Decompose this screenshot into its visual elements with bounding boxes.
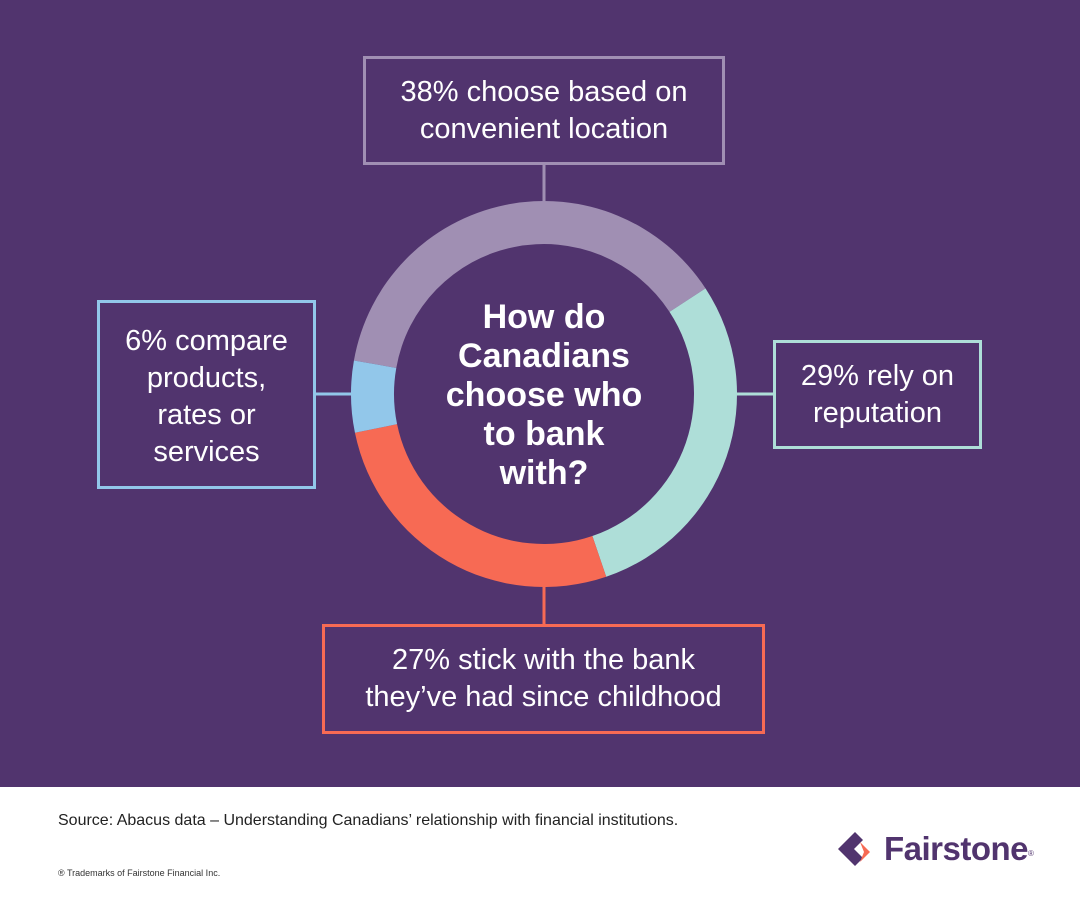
- chart-title: How do Canadians choose who to bank with…: [445, 297, 643, 492]
- segment-location: [353, 201, 706, 368]
- callout-reputation: 29% rely on reputation: [773, 340, 982, 449]
- segment-reputation: [592, 288, 737, 577]
- fairstone-diamond-icon: [838, 832, 870, 866]
- registered-mark: ®: [1028, 848, 1034, 858]
- fairstone-logo: Fairstone ®: [836, 828, 1034, 870]
- donut-segments: [351, 201, 737, 588]
- logo-wordmark: Fairstone: [884, 830, 1029, 867]
- callout-compare: 6% compare products, rates or services: [97, 300, 316, 489]
- infographic-panel: [0, 0, 1080, 787]
- donut-chart: [316, 165, 773, 624]
- segment-childhood: [354, 424, 607, 588]
- source-note: Source: Abacus data – Understanding Cana…: [58, 812, 679, 829]
- callout-location: 38% choose based on convenient location: [363, 56, 725, 165]
- callout-childhood: 27% stick with the bank they’ve had sinc…: [322, 624, 765, 734]
- trademark-note: ® Trademarks of Fairstone Financial Inc.: [58, 868, 221, 878]
- segment-compare: [351, 360, 398, 433]
